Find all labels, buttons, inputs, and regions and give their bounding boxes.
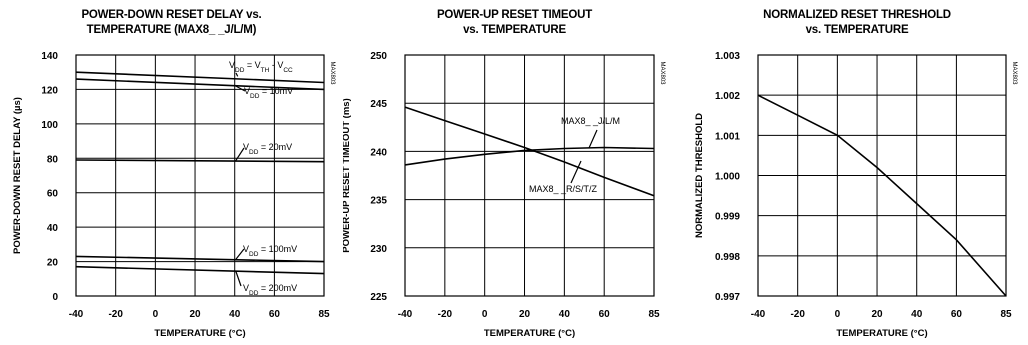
x-tick-label: 60 <box>599 309 611 320</box>
series-line <box>75 78 325 91</box>
y-tick-label: 1.003 <box>715 51 740 62</box>
annotation-leader <box>235 248 245 260</box>
series-line <box>404 146 655 166</box>
chart-title-line2: vs. TEMPERATURE <box>463 24 566 36</box>
x-tick-label: -20 <box>108 309 123 320</box>
y-tick-label: 0.999 <box>715 212 740 223</box>
y-tick-label: 230 <box>370 244 387 255</box>
x-tick-label: 85 <box>1000 309 1012 320</box>
power-up-timeout-chart: POWER-UP RESET TIMEOUT vs. TEMPERATURE -… <box>343 0 686 345</box>
series-line <box>75 71 325 84</box>
annotation-leader <box>235 270 242 287</box>
x-tick-label: 20 <box>189 309 201 320</box>
figure-id-label: MAX803 <box>659 61 665 85</box>
y-tick-label: 140 <box>41 51 58 62</box>
y-tick-label: 240 <box>370 147 387 158</box>
chart-svg: -40 -20 0 20 40 60 85 225 230 235 240 245 250 TEMPERA… <box>343 51 665 339</box>
x-axis-label: TEMPERATURE (°C) <box>484 328 575 339</box>
series-line <box>75 159 325 163</box>
x-tick-label: 0 <box>835 309 841 320</box>
series-annotation-200mv: VDD = 200mV <box>243 283 297 297</box>
chart-title-line2: TEMPERATURE (MAX8_ _J/L/M) <box>86 24 257 36</box>
x-tick-label: 40 <box>911 309 923 320</box>
annotation-leader <box>235 147 245 162</box>
y-tick-label: 60 <box>47 189 59 200</box>
x-tick-label: -40 <box>751 309 766 320</box>
series-line <box>757 94 1007 297</box>
chart-title-line1: POWER-DOWN RESET DELAY vs. <box>81 9 262 21</box>
chart-title-line2: vs. TEMPERATURE <box>805 24 909 36</box>
grid <box>758 55 1006 296</box>
x-tick-label: -20 <box>790 309 805 320</box>
y-axis-label: POWER-DOWN RESET DELAY (µs) <box>12 97 23 254</box>
x-axis-label: TEMPERATURE (°C) <box>154 328 245 339</box>
annotation-leader <box>588 129 598 149</box>
y-tick-label: 1.001 <box>715 131 740 142</box>
chart-svg: -40 -20 0 20 40 60 85 0.997 0.998 0.999 1.000 1.001… <box>694 51 1017 339</box>
x-tick-label: 85 <box>318 309 330 320</box>
chart-title-line1: NORMALIZED RESET THRESHOLD <box>763 9 951 21</box>
y-tick-label: 0 <box>52 292 58 303</box>
x-tick-label: -20 <box>438 309 453 320</box>
x-tick-label: 20 <box>519 309 531 320</box>
y-tick-label: 235 <box>370 196 387 207</box>
plot-frame <box>404 54 655 297</box>
y-axis-label: NORMALIZED THRESHOLD <box>694 113 705 238</box>
x-tick-label: 0 <box>153 309 159 320</box>
chart-title-line1: POWER-UP RESET TIMEOUT <box>436 9 593 21</box>
y-tick-label: 120 <box>41 85 58 96</box>
series-annotation-vth: VDD = VTH - VCC <box>229 60 293 74</box>
series-line <box>75 265 325 275</box>
x-tick-label: 85 <box>648 309 660 320</box>
normalized-threshold-chart: NORMALIZED RESET THRESHOLD vs. TEMPERATU… <box>686 0 1028 345</box>
series-annotation-20mv: VDD = 20mV <box>243 142 292 156</box>
power-down-delay-chart: POWER-DOWN RESET DELAY vs. TEMPERATURE (… <box>0 0 343 345</box>
series-annotation-10mv: VDD = 10mV <box>244 86 293 100</box>
annotation-leader <box>235 85 246 92</box>
x-tick-label: 60 <box>951 309 963 320</box>
annotation-leader <box>570 160 582 184</box>
grid <box>405 55 654 296</box>
y-tick-label: 1.000 <box>715 172 740 183</box>
y-tick-label: 100 <box>41 120 58 131</box>
x-tick-label: 40 <box>559 309 571 320</box>
y-tick-label: 0.998 <box>715 252 740 263</box>
series-annotation-100mv: VDD = 100mV <box>243 244 297 258</box>
figure-id-label: MAX803 <box>329 61 335 85</box>
y-tick-label: 225 <box>370 292 387 303</box>
y-tick-label: 250 <box>370 51 387 62</box>
y-tick-label: 0.997 <box>715 292 740 303</box>
plot-frame <box>757 54 1007 297</box>
y-tick-label: 1.002 <box>715 91 740 102</box>
plot-frame <box>75 54 325 297</box>
x-tick-label: -40 <box>398 309 413 320</box>
x-tick-label: -40 <box>69 309 84 320</box>
x-axis-label: TEMPERATURE (°C) <box>836 328 927 339</box>
chart-svg: -40 -20 0 20 40 60 85 0 20 40 60 80 100 120 140 TEMPERA… <box>12 51 335 339</box>
x-tick-label: 20 <box>871 309 883 320</box>
series-line <box>404 106 655 197</box>
grid <box>76 55 324 296</box>
series-label-rstz: MAX8_ _R/S/T/Z <box>529 184 598 194</box>
y-tick-label: 80 <box>47 154 59 165</box>
x-tick-label: 0 <box>482 309 488 320</box>
annotation-leader <box>235 72 239 77</box>
y-tick-label: 20 <box>47 258 59 269</box>
figure-id-label: MAX803 <box>1011 61 1017 85</box>
y-tick-label: 40 <box>47 223 59 234</box>
x-tick-label: 60 <box>269 309 281 320</box>
y-axis-label: POWER-UP RESET TIMEOUT (ms) <box>343 98 352 252</box>
series-line <box>75 255 325 263</box>
y-tick-label: 245 <box>370 99 387 110</box>
x-tick-label: 40 <box>229 309 241 320</box>
series-label-jlm: MAX8_ _J/L/M <box>561 116 620 126</box>
